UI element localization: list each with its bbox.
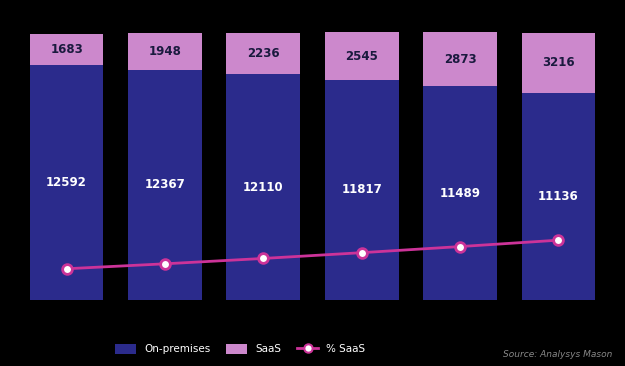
Legend: On-premises, SaaS, % SaaS: On-premises, SaaS, % SaaS	[111, 339, 370, 359]
Bar	[226, 33, 300, 74]
Bar	[521, 33, 595, 93]
Bar	[325, 80, 399, 300]
Bar	[226, 74, 300, 300]
Text: 1683: 1683	[50, 43, 83, 56]
Bar	[423, 33, 497, 86]
Text: 11817: 11817	[341, 183, 382, 197]
Text: 12592: 12592	[46, 176, 87, 189]
Text: 11489: 11489	[439, 187, 481, 199]
Bar	[423, 86, 497, 300]
Bar	[325, 33, 399, 80]
Bar	[30, 66, 104, 300]
Text: 2236: 2236	[247, 47, 279, 60]
Bar	[521, 93, 595, 300]
Text: 12110: 12110	[243, 181, 284, 194]
Text: 1948: 1948	[149, 45, 181, 58]
Bar	[128, 33, 202, 70]
Text: 2873: 2873	[444, 53, 476, 66]
Text: Source: Analysys Mason: Source: Analysys Mason	[503, 350, 612, 359]
Text: 3216: 3216	[542, 56, 575, 69]
Bar	[128, 70, 202, 300]
Text: 12367: 12367	[144, 178, 186, 191]
Text: 11136: 11136	[538, 190, 579, 203]
Text: 2545: 2545	[345, 50, 378, 63]
Bar	[30, 34, 104, 66]
